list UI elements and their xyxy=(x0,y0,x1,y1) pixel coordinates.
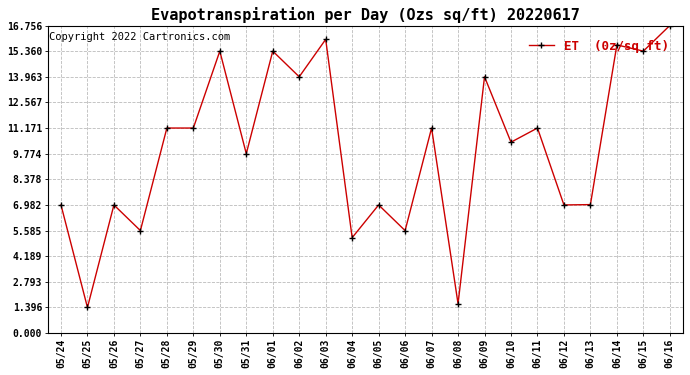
Text: Copyright 2022 Cartronics.com: Copyright 2022 Cartronics.com xyxy=(49,32,230,42)
Title: Evapotranspiration per Day (Ozs sq/ft) 20220617: Evapotranspiration per Day (Ozs sq/ft) 2… xyxy=(151,7,580,23)
ET  (0z/sq ft) xyxy=(401,228,409,233)
ET  (0z/sq ft) xyxy=(189,126,197,130)
ET  (0z/sq ft) xyxy=(375,203,383,207)
ET  (0z/sq ft) xyxy=(295,75,304,79)
Line: ET  (0z/sq ft): ET (0z/sq ft) xyxy=(57,22,673,311)
ET  (0z/sq ft) xyxy=(639,49,647,53)
ET  (0z/sq ft) xyxy=(507,140,515,144)
ET  (0z/sq ft) xyxy=(83,305,92,310)
ET  (0z/sq ft) xyxy=(586,202,595,207)
ET  (0z/sq ft) xyxy=(533,126,542,130)
ET  (0z/sq ft) xyxy=(110,203,118,207)
ET  (0z/sq ft) xyxy=(57,203,65,207)
ET  (0z/sq ft) xyxy=(666,23,674,28)
ET  (0z/sq ft) xyxy=(560,203,568,207)
ET  (0z/sq ft) xyxy=(242,152,250,156)
ET  (0z/sq ft) xyxy=(163,126,171,130)
Legend: ET  (0z/sq ft): ET (0z/sq ft) xyxy=(524,35,673,58)
ET  (0z/sq ft) xyxy=(268,49,277,53)
ET  (0z/sq ft) xyxy=(427,126,435,130)
ET  (0z/sq ft) xyxy=(480,75,489,79)
ET  (0z/sq ft) xyxy=(613,43,621,47)
ET  (0z/sq ft) xyxy=(136,228,144,233)
ET  (0z/sq ft) xyxy=(216,49,224,53)
ET  (0z/sq ft) xyxy=(454,302,462,306)
ET  (0z/sq ft) xyxy=(322,37,330,42)
ET  (0z/sq ft) xyxy=(348,236,356,240)
